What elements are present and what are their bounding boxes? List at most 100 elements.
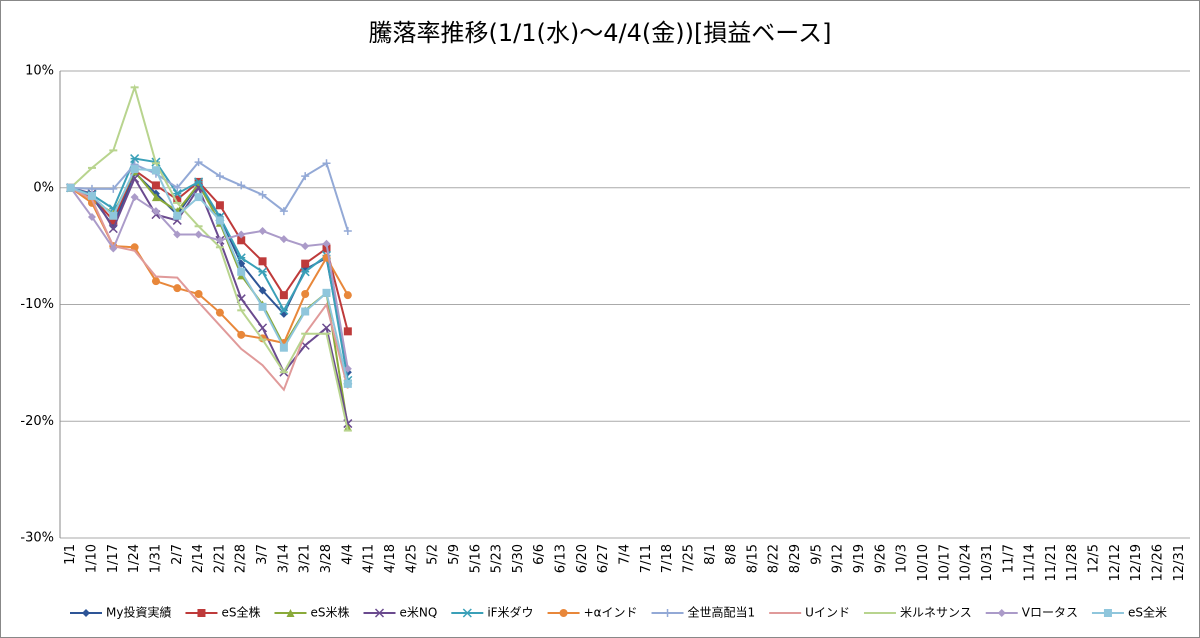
legend-item: e米NQ	[363, 606, 437, 620]
legend-item: eS全株	[185, 605, 260, 620]
legend-label: 米ルネサンス	[900, 606, 972, 620]
x-tick-label: 12/31	[1172, 544, 1187, 581]
marker	[66, 183, 75, 192]
x-tick-label: 5/9	[447, 544, 462, 565]
marker	[301, 307, 310, 316]
marker	[151, 166, 160, 175]
marker	[130, 165, 139, 174]
marker	[279, 291, 288, 300]
marker	[279, 235, 288, 244]
x-tick-label: 9/5	[809, 544, 824, 565]
marker	[279, 207, 288, 216]
y-tick-label: -20%	[20, 414, 54, 429]
x-tick-label: 10/31	[980, 544, 995, 581]
marker	[258, 257, 267, 266]
legend-item: 米ルネサンス	[863, 606, 972, 620]
x-tick-label: 1/10	[84, 544, 99, 573]
marker	[194, 289, 203, 298]
marker	[82, 609, 90, 617]
x-tick-label: 3/28	[319, 544, 334, 573]
marker	[322, 159, 331, 168]
x-tick-label: 11/21	[1044, 544, 1059, 581]
marker	[173, 183, 182, 192]
marker	[87, 212, 96, 221]
marker	[258, 323, 268, 333]
marker	[151, 277, 160, 286]
x-tick-label: 1/24	[127, 544, 142, 573]
marker	[109, 184, 118, 193]
marker	[173, 230, 182, 239]
marker	[258, 286, 267, 295]
x-tick-label: 11/28	[1065, 544, 1080, 581]
legend-label: iF米ダウ	[487, 605, 533, 620]
x-tick-label: 3/21	[298, 544, 313, 573]
marker	[258, 267, 268, 277]
marker	[215, 216, 224, 225]
marker	[286, 609, 295, 617]
legend-item: 全世高配当1	[651, 605, 756, 620]
marker	[343, 327, 352, 336]
x-tick-label: 1/31	[148, 544, 163, 573]
marker	[130, 193, 139, 202]
marker	[130, 154, 140, 164]
x-tick-label: 9/26	[873, 544, 888, 573]
x-tick-label: 2/21	[212, 544, 227, 573]
marker	[194, 230, 203, 239]
x-tick-label: 12/12	[1108, 544, 1123, 581]
legend-label: eS全米	[1128, 605, 1167, 620]
marker	[173, 284, 182, 293]
series-line	[70, 186, 349, 392]
legend-item: eS全米	[1091, 605, 1167, 620]
y-tick-label: -10%	[20, 297, 54, 312]
x-tick-label: 8/29	[788, 544, 803, 573]
marker	[301, 172, 310, 181]
marker	[559, 609, 568, 617]
legend-label: 全世高配当1	[688, 605, 756, 620]
legend-label: Vロータス	[1022, 606, 1078, 620]
x-tick-label: 6/27	[596, 544, 611, 573]
marker	[300, 267, 310, 277]
x-tick-label: 8/22	[767, 544, 782, 573]
legend-item: eS米株	[274, 605, 350, 620]
marker	[374, 608, 385, 618]
x-tick-label: 10/10	[916, 544, 931, 581]
marker	[258, 226, 267, 235]
x-tick-label: 10/3	[895, 544, 910, 573]
marker	[194, 158, 203, 167]
marker	[279, 305, 289, 315]
marker	[258, 302, 267, 311]
marker	[343, 226, 352, 235]
marker	[462, 608, 472, 618]
marker	[279, 343, 288, 352]
marker	[109, 216, 118, 225]
x-tick-label: 7/11	[639, 544, 654, 573]
x-tick-label: 4/18	[383, 544, 398, 573]
marker	[151, 181, 160, 190]
marker	[237, 230, 246, 239]
marker	[173, 211, 182, 220]
marker	[215, 201, 224, 210]
x-tick-label: 4/11	[362, 544, 377, 573]
x-tick-label: 7/25	[681, 544, 696, 573]
x-tick-label: 11/14	[1023, 544, 1038, 581]
series-line	[70, 157, 349, 381]
marker	[194, 177, 204, 187]
marker	[301, 259, 310, 268]
x-tick-label: 1/17	[106, 544, 121, 573]
legend-label: eS米株	[310, 605, 349, 620]
legend-item: My投資実績	[70, 605, 171, 620]
marker	[87, 184, 96, 193]
marker	[173, 195, 182, 204]
marker	[321, 323, 332, 333]
x-tick-label: 10/17	[937, 544, 952, 581]
x-tick-label: 5/23	[490, 544, 505, 573]
series-line	[70, 176, 349, 424]
marker	[322, 239, 331, 248]
y-tick-label: -30%	[20, 531, 54, 546]
y-tick-label: 10%	[25, 64, 54, 79]
x-tick-label: 12/26	[1151, 544, 1166, 581]
x-tick-label: 3/7	[255, 544, 270, 565]
chart-title: 騰落率推移(1/1(水)～4/4(金))[損益ベース]	[369, 19, 832, 47]
x-tick-label: 8/15	[745, 544, 760, 573]
legend-item: Uインド	[769, 606, 850, 620]
